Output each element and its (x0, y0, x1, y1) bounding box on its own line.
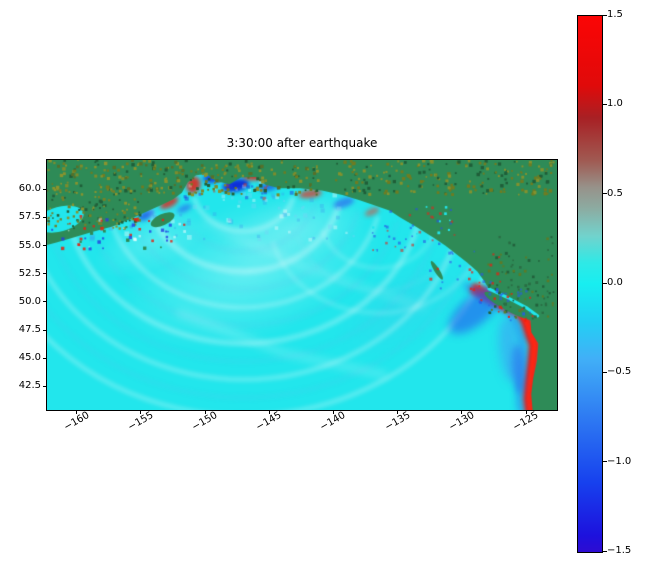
x-tick-label: −130 (447, 409, 477, 434)
colorbar (577, 15, 603, 553)
y-tick-label: 55.0 (18, 239, 41, 251)
colorbar-tick (603, 550, 607, 552)
x-tick (332, 410, 334, 414)
y-tick (43, 188, 47, 190)
plot-area (46, 159, 558, 411)
x-tick (204, 410, 206, 414)
y-tick (43, 329, 47, 331)
x-tick-label: −145 (254, 409, 284, 434)
colorbar-gradient (578, 16, 602, 552)
colorbar-tick-label: 1.5 (607, 9, 623, 20)
colorbar-tick-label: −1.5 (607, 545, 632, 556)
y-tick-label: 50.0 (18, 295, 41, 307)
y-tick (43, 273, 47, 275)
colorbar-tick (603, 282, 607, 284)
colorbar-tick-label: 0.0 (607, 277, 623, 288)
y-tick-label: 45.0 (18, 352, 41, 364)
colorbar-tick (603, 193, 607, 195)
colorbar-tick-label: 1.0 (607, 98, 623, 110)
y-tick (43, 301, 47, 303)
x-tick (140, 410, 142, 414)
heatmap-canvas (47, 160, 557, 410)
x-tick (461, 410, 463, 414)
y-tick (43, 385, 47, 387)
y-tick (43, 245, 47, 247)
x-tick (397, 410, 399, 414)
x-tick-label: −140 (318, 409, 348, 434)
colorbar-tick-label: −1.0 (607, 455, 632, 467)
colorbar-tick-label: −0.5 (607, 366, 632, 378)
x-tick (268, 410, 270, 414)
y-tick-label: 42.5 (18, 380, 41, 392)
colorbar-tick (603, 14, 607, 16)
y-tick-label: 47.5 (18, 324, 41, 336)
colorbar-tick-label: 0.5 (607, 187, 623, 199)
y-tick-label: 57.5 (18, 211, 41, 223)
x-tick (525, 410, 527, 414)
y-tick (43, 357, 47, 359)
colorbar-tick (603, 103, 607, 105)
x-tick-label: −150 (190, 409, 220, 434)
x-tick (76, 410, 78, 414)
x-tick-label: −125 (511, 409, 541, 434)
y-tick (43, 216, 47, 218)
y-tick-label: 60.0 (18, 183, 41, 195)
colorbar-tick (603, 461, 607, 463)
y-tick-label: 52.5 (18, 267, 41, 279)
plot-title: 3:30:00 after earthquake (226, 136, 378, 150)
colorbar-tick (603, 371, 607, 373)
